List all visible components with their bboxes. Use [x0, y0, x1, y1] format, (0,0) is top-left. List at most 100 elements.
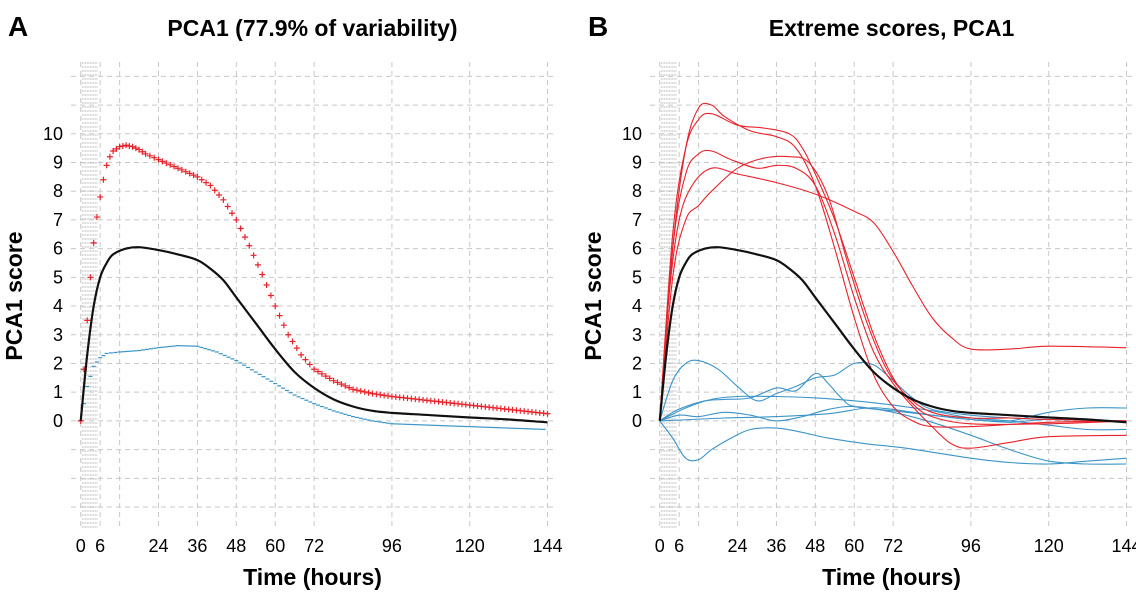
data-point-high — [365, 389, 372, 396]
panel-letter: B — [588, 11, 608, 42]
x-tick-label: 36 — [187, 536, 207, 556]
series-high-line-7 — [659, 112, 1127, 425]
y-tick-label: 7 — [53, 210, 63, 230]
y-tick-label: 9 — [53, 152, 63, 172]
data-point-high — [272, 303, 279, 310]
data-point-high — [306, 361, 313, 368]
y-tick-label: 3 — [53, 325, 63, 345]
data-point-high — [136, 146, 143, 153]
series-low-line-5 — [659, 407, 1127, 422]
y-tick-label: 1 — [632, 382, 642, 402]
data-point-high — [289, 338, 296, 345]
data-point-high — [194, 173, 201, 180]
data-point-high — [163, 160, 170, 167]
data-point-high — [132, 145, 139, 152]
data-point-high — [353, 387, 360, 394]
x-tick-label: 120 — [1034, 536, 1064, 556]
grid — [71, 62, 554, 530]
data-point-high — [318, 370, 325, 377]
y-tick-label: 0 — [53, 411, 63, 431]
data-point-high — [254, 261, 261, 268]
data-point-high — [119, 142, 126, 149]
data-point-high — [87, 274, 94, 281]
data-point-high — [326, 375, 333, 382]
series-low-markers — [78, 345, 546, 430]
data-point-high — [241, 234, 248, 241]
y-tick-label: 1 — [53, 382, 63, 402]
chart-title: Extreme scores, PCA1 — [769, 15, 1015, 41]
x-tick-label: 6 — [674, 536, 684, 556]
y-tick-label: 5 — [53, 267, 63, 287]
data-point-high — [126, 142, 133, 149]
data-point-high — [129, 143, 136, 150]
series-mean-line-11 — [658, 246, 1127, 424]
data-point-high — [146, 152, 153, 159]
data-point-high — [190, 172, 197, 179]
data-point-high — [237, 225, 244, 232]
panel-b: 01234567891006243648607296120144Extreme … — [580, 11, 1136, 590]
data-point-high — [123, 142, 130, 149]
data-point-high — [293, 345, 300, 352]
data-point-high — [171, 163, 178, 170]
x-tick-label: 48 — [805, 536, 825, 556]
x-tick-label: 144 — [1111, 536, 1136, 556]
series-low-line-0 — [659, 359, 1127, 422]
panel-letter: A — [8, 11, 28, 42]
data-point-high — [544, 410, 551, 417]
x-axis-label: Time (hours) — [243, 564, 382, 590]
data-point-high — [103, 162, 110, 169]
x-tick-label: 0 — [655, 536, 665, 556]
series-high-line-10 — [659, 167, 1127, 421]
data-point-high — [211, 187, 218, 194]
y-tick-label: 8 — [53, 181, 63, 201]
data-point-high — [302, 356, 309, 363]
y-tick-label: 4 — [632, 296, 642, 316]
data-point-high — [330, 377, 337, 384]
x-axis-label: Time (hours) — [822, 564, 961, 590]
x-tick-label: 72 — [883, 536, 903, 556]
x-tick-label: 96 — [961, 536, 981, 556]
data-point-high — [186, 170, 193, 177]
series-high-line-9 — [659, 155, 1127, 422]
data-point-high — [139, 148, 146, 155]
data-point-high — [224, 203, 231, 210]
data-point-high — [167, 161, 174, 168]
y-axis-label: PCA1 score — [1, 231, 27, 360]
series-high-markers — [77, 142, 551, 424]
x-tick-label: 60 — [844, 536, 864, 556]
data-point-high — [311, 366, 318, 373]
y-tick-label: 4 — [53, 296, 63, 316]
data-point-high — [106, 153, 113, 160]
data-point-high — [207, 182, 214, 189]
data-point-high — [155, 156, 162, 163]
data-point-high — [110, 148, 117, 155]
y-axis-label: PCA1 score — [580, 231, 606, 360]
x-tick-label: 72 — [304, 536, 324, 556]
data-point-high — [250, 252, 257, 259]
data-point-high — [229, 210, 235, 217]
data-point-high — [322, 373, 329, 380]
data-point-high — [182, 168, 189, 175]
data-point-high — [280, 322, 287, 329]
data-point-high — [267, 292, 274, 299]
y-tick-label: 8 — [632, 181, 642, 201]
data-point-high — [315, 368, 322, 375]
data-point-high — [298, 351, 305, 358]
data-point-high — [198, 176, 205, 183]
data-point-high — [84, 317, 91, 324]
data-point-high — [116, 143, 123, 150]
data-point-high — [276, 312, 283, 319]
x-tick-label: 36 — [766, 536, 786, 556]
y-tick-label: 9 — [632, 152, 642, 172]
y-tick-label: 10 — [622, 124, 642, 144]
y-tick-label: 6 — [53, 239, 63, 259]
data-point-high — [220, 196, 227, 203]
data-point-high — [174, 165, 181, 172]
x-tick-label: 120 — [455, 536, 485, 556]
x-tick-label: 48 — [226, 536, 246, 556]
data-point-high — [142, 150, 149, 157]
y-tick-label: 2 — [632, 353, 642, 373]
